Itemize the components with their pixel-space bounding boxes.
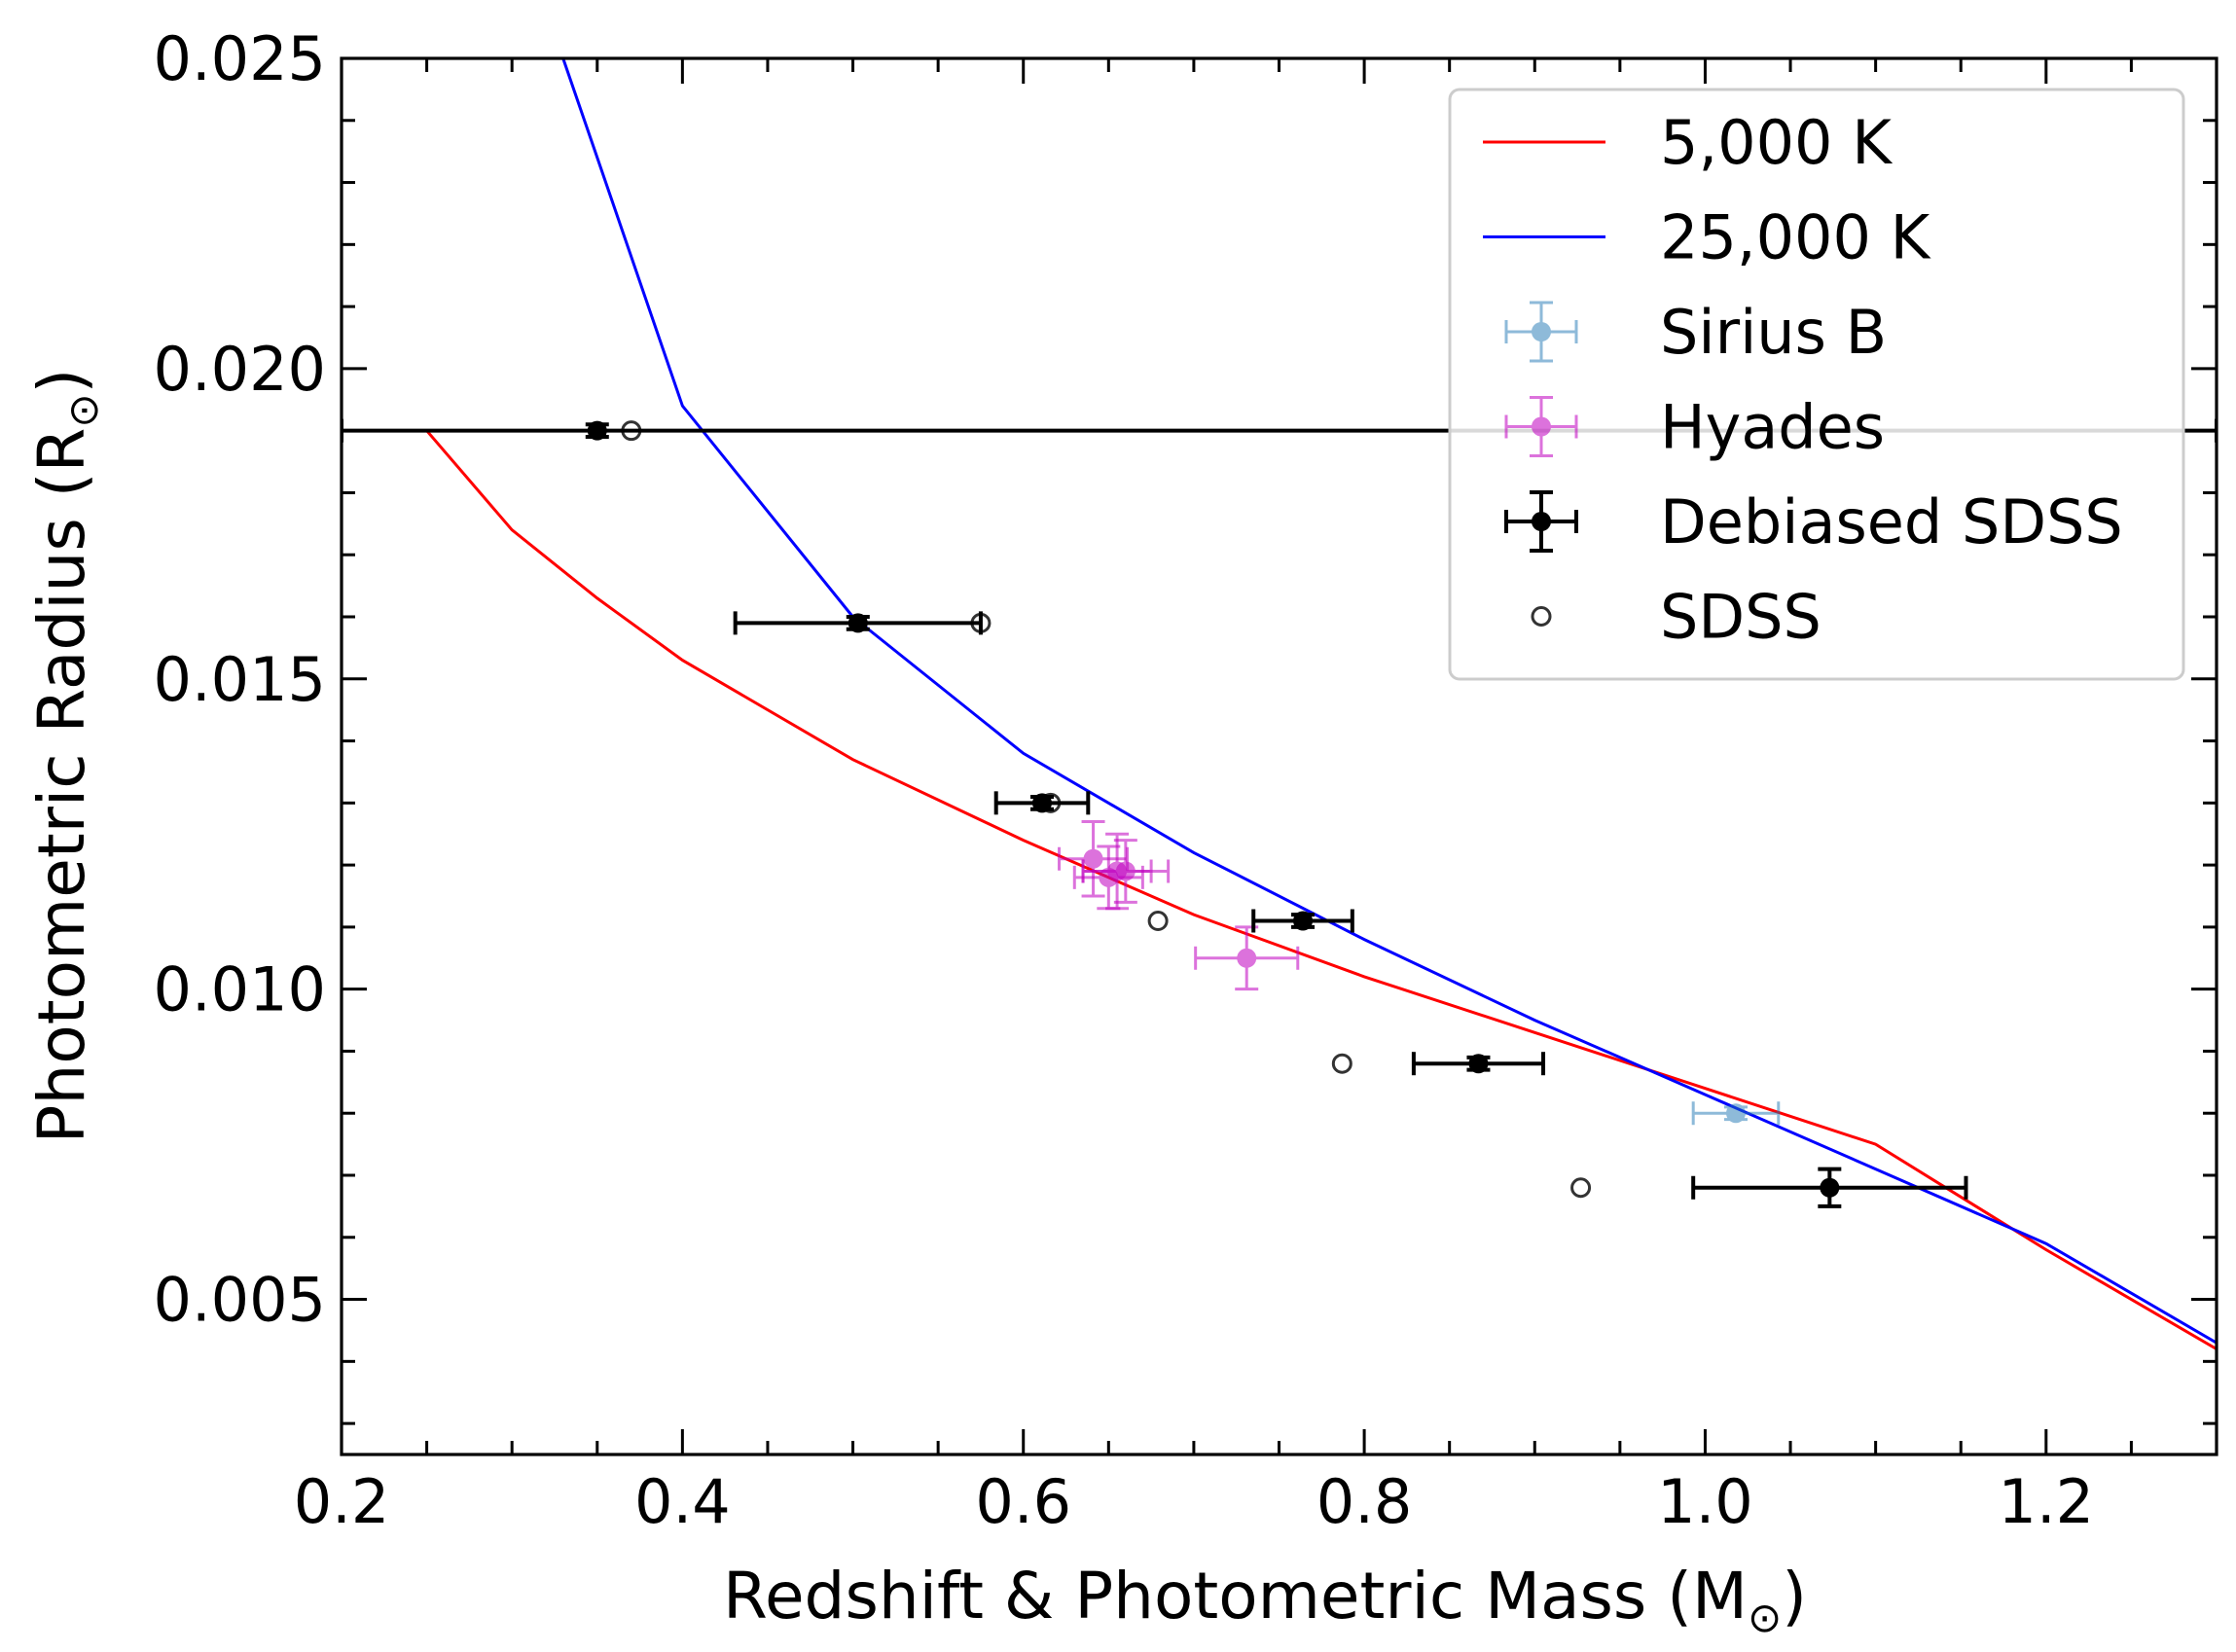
hyades-point bbox=[1194, 925, 1300, 991]
y-axis-label: Photometric Radius (R⊙) bbox=[24, 369, 107, 1144]
legend-label: 5,000 K bbox=[1660, 107, 1893, 178]
legend-item: Sirius B bbox=[1504, 297, 1887, 368]
legend-marker bbox=[1532, 512, 1551, 531]
x-tick-label: 0.4 bbox=[634, 1466, 731, 1537]
legend-errorbar-swatch bbox=[1504, 301, 1578, 363]
x-tick-label: 1.0 bbox=[1657, 1466, 1753, 1537]
legend-label: Sirius B bbox=[1660, 297, 1887, 368]
debiased-sdss-point bbox=[1251, 909, 1354, 933]
hyades-point bbox=[1081, 839, 1171, 904]
legend-errorbar-swatch bbox=[1504, 396, 1578, 457]
debiased-sdss-marker bbox=[1293, 911, 1314, 931]
series-line-1 bbox=[561, 58, 2217, 1345]
x-tick-label: 1.2 bbox=[1999, 1466, 2095, 1537]
hyades-marker bbox=[1237, 948, 1257, 968]
legend-label: Debiased SDSS bbox=[1660, 486, 2123, 557]
sdss-point bbox=[1331, 1053, 1352, 1074]
debiased-sdss-point bbox=[993, 791, 1091, 815]
debiased-sdss-point bbox=[1411, 1052, 1546, 1076]
x-axis-label: Redshift & Photometric Mass (M⊙) bbox=[723, 1559, 1807, 1641]
legend-item: SDSS bbox=[1531, 582, 1821, 653]
x-tick-label: 0.6 bbox=[975, 1466, 1071, 1537]
debiased-sdss-marker bbox=[1468, 1054, 1489, 1074]
legend-errorbar-swatch bbox=[1504, 490, 1578, 553]
debiased-sdss-marker bbox=[1820, 1177, 1840, 1198]
sdss-point bbox=[1570, 1177, 1592, 1199]
legend-item: 25,000 K bbox=[1483, 202, 1931, 273]
hyades-marker bbox=[1115, 861, 1136, 881]
legend-box bbox=[1448, 88, 2185, 681]
tick-labels: 0.2 0.4 0.6 0.8 1.0 1.2 0.005 0.010 0.015 0.020 0.… bbox=[154, 23, 2095, 1537]
legend-item: 5,000 K bbox=[1483, 107, 1893, 178]
legend-label: SDSS bbox=[1660, 582, 1821, 653]
legend: 5,000 K 25,000 K Sirius B Hyades Debiased SD… bbox=[1448, 88, 2185, 681]
legend-marker bbox=[1532, 416, 1551, 437]
legend-open-marker bbox=[1531, 606, 1552, 627]
legend-label: 25,000 K bbox=[1660, 202, 1931, 273]
y-tick-label: 0.020 bbox=[154, 334, 327, 405]
legend-item: Hyades bbox=[1504, 392, 1885, 463]
y-tick-label: 0.025 bbox=[154, 23, 327, 94]
y-tick-label: 0.005 bbox=[154, 1265, 327, 1336]
debiased-sdss-marker bbox=[848, 613, 868, 633]
debiased-sdss-marker bbox=[1031, 793, 1052, 813]
plot-frame bbox=[340, 56, 2218, 1456]
debiased-sdss-point bbox=[1691, 1167, 1968, 1208]
sdss-point bbox=[1147, 911, 1169, 932]
legend-label: Hyades bbox=[1660, 392, 1885, 463]
hyades-marker bbox=[1083, 848, 1103, 869]
x-tick-label: 0.8 bbox=[1316, 1466, 1413, 1537]
legend-marker bbox=[1532, 322, 1551, 341]
sirius-b-marker bbox=[1725, 1103, 1746, 1124]
x-tick-label: 0.2 bbox=[294, 1466, 390, 1537]
debiased-sdss-marker bbox=[587, 420, 607, 441]
y-tick-label: 0.010 bbox=[154, 954, 327, 1025]
debiased-sdss-point bbox=[733, 611, 983, 635]
legend-item: Debiased SDSS bbox=[1504, 486, 2123, 557]
sirius-b-point bbox=[1691, 1101, 1781, 1126]
y-tick-label: 0.015 bbox=[154, 644, 327, 715]
